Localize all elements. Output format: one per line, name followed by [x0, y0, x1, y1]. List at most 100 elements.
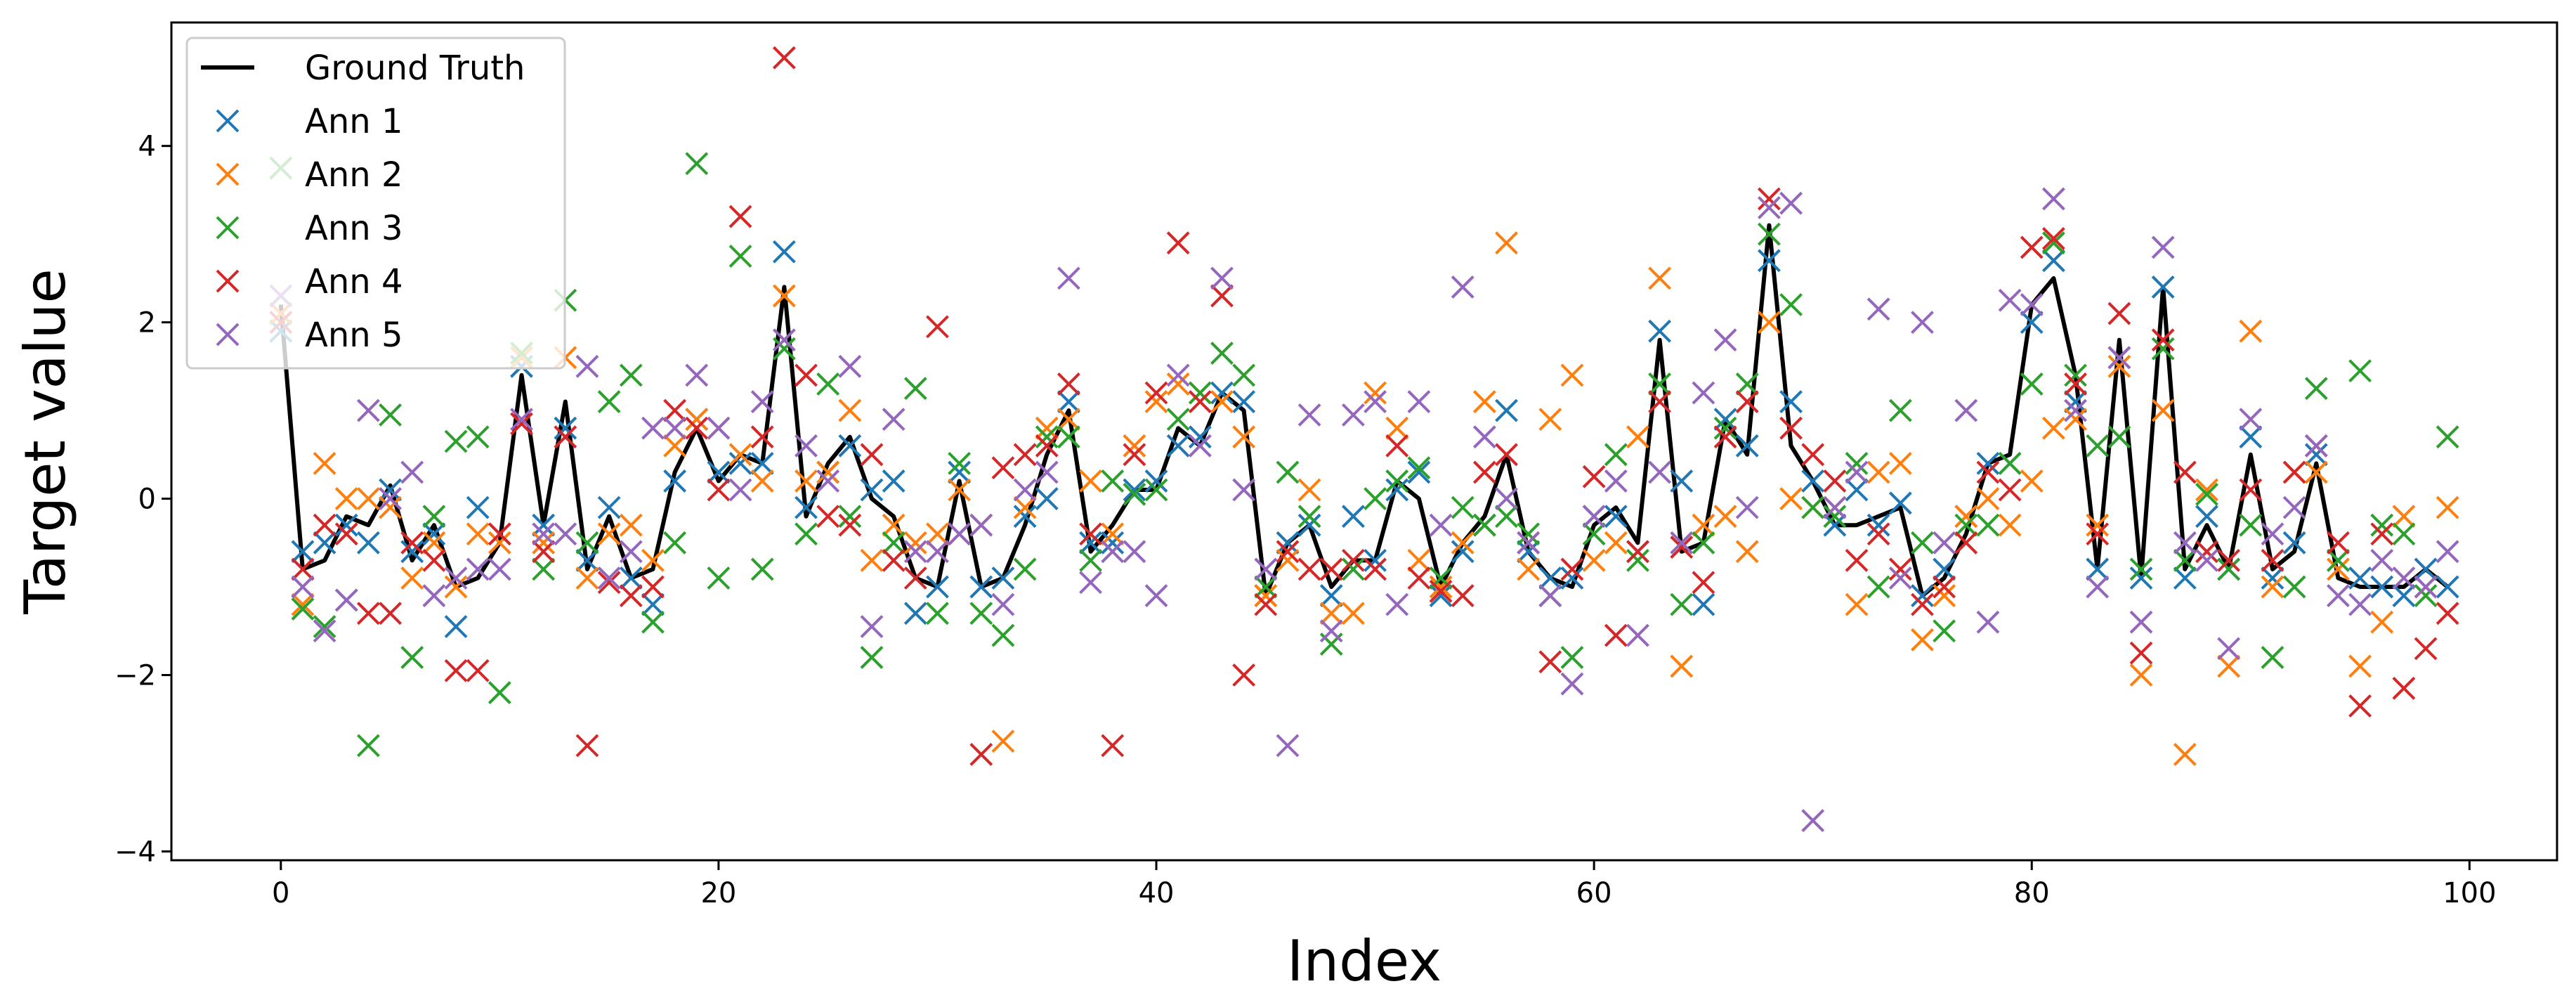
data-point: [1998, 451, 2022, 475]
data-point: [597, 566, 621, 590]
data-point: [1495, 505, 1518, 529]
data-point: [2304, 460, 2328, 484]
data-point: [1254, 584, 1278, 607]
data-point: [1385, 469, 1409, 493]
data-point: [1407, 460, 1431, 484]
data-point: [1976, 451, 2000, 475]
data-point: [685, 363, 709, 387]
data-point: [991, 456, 1015, 480]
data-point: [356, 398, 380, 422]
data-point: [1823, 495, 1847, 519]
data-point: [838, 513, 862, 537]
data-point: [1582, 505, 1606, 529]
data-point: [313, 513, 336, 537]
data-point: [2327, 531, 2350, 555]
data-point: [1451, 540, 1475, 564]
data-point: [334, 588, 358, 612]
y-tick-label: −4: [115, 836, 156, 868]
data-point: [334, 522, 358, 546]
data-point: [2261, 566, 2284, 590]
data-point: [2327, 584, 2350, 607]
data-point: [1517, 522, 1541, 546]
data-point: [1670, 531, 1694, 555]
data-point: [1276, 540, 1300, 564]
data-point: [1692, 571, 1715, 595]
data-point: [991, 730, 1015, 753]
legend-label: Ann 2: [305, 155, 403, 195]
data-point: [838, 354, 862, 378]
data-point: [1364, 390, 1387, 413]
data-point: [1319, 557, 1343, 581]
data-point: [2217, 557, 2241, 581]
data-point: [1451, 584, 1475, 607]
data-point: [1079, 522, 1102, 546]
data-point: [2107, 302, 2131, 325]
data-point: [379, 478, 402, 502]
data-point: [2436, 575, 2459, 599]
data-point: [1517, 540, 1541, 564]
data-point: [2436, 602, 2459, 626]
data-point: [379, 602, 402, 626]
legend-label: Ann 3: [305, 209, 403, 248]
data-point: [663, 434, 687, 458]
data-point: [1670, 536, 1694, 559]
data-point: [816, 469, 840, 493]
data-point: [1692, 513, 1715, 537]
x-tick-label: 20: [700, 877, 736, 909]
data-point: [969, 743, 993, 766]
data-point: [1385, 434, 1409, 458]
data-point: [1232, 663, 1256, 687]
x-tick-label: 40: [1139, 877, 1175, 909]
data-point: [1911, 628, 1934, 652]
data-point: [444, 575, 468, 599]
data-point: [510, 412, 533, 436]
data-point: [2173, 460, 2197, 484]
data-point: [400, 540, 424, 564]
legend: Ground Truth Ann 1 Ann 2 Ann 3 Ann 4 Ann 5: [185, 37, 566, 370]
data-point: [1866, 522, 1890, 546]
data-point: [619, 513, 643, 537]
data-point: [1472, 513, 1496, 537]
data-point: [1866, 575, 1890, 599]
data-point: [2239, 478, 2263, 502]
data-point: [1297, 403, 1321, 427]
data-point: [2151, 398, 2175, 422]
data-point: [2392, 505, 2416, 529]
data-point: [750, 469, 774, 493]
data-point: [969, 513, 993, 537]
data-point: [882, 408, 905, 432]
data-point: [2107, 354, 2131, 378]
data-point: [444, 615, 468, 638]
data-point: [1429, 579, 1453, 603]
data-point: [1472, 425, 1496, 449]
data-point: [1648, 266, 1672, 290]
data-point: [2020, 311, 2044, 335]
data-point: [1035, 425, 1059, 449]
data-point: [1604, 505, 1628, 529]
data-point: [1954, 398, 1978, 422]
data-point: [1692, 531, 1715, 555]
data-point: [379, 495, 402, 519]
data-point: [1757, 196, 1781, 219]
data-point: [1144, 390, 1168, 413]
data-point: [334, 487, 358, 510]
data-point: [1101, 734, 1125, 758]
data-point: [2370, 513, 2394, 537]
data-point: [1735, 540, 1759, 564]
data-point: [313, 531, 336, 555]
data-point: [1144, 478, 1168, 502]
data-point: [1823, 513, 1847, 537]
data-point: [1188, 434, 1212, 458]
data-point: [1933, 557, 1956, 581]
data-point: [2129, 610, 2153, 634]
data-point: [860, 548, 884, 572]
data-point: [1538, 650, 1562, 674]
series-layer: [269, 46, 2459, 832]
data-point: [2064, 408, 2087, 432]
data-point: [1604, 531, 1628, 555]
data-point: [1779, 487, 1803, 510]
data-point: [575, 354, 599, 378]
data-point: [1779, 390, 1803, 413]
data-point: [2129, 557, 2153, 581]
data-point: [1648, 372, 1672, 396]
